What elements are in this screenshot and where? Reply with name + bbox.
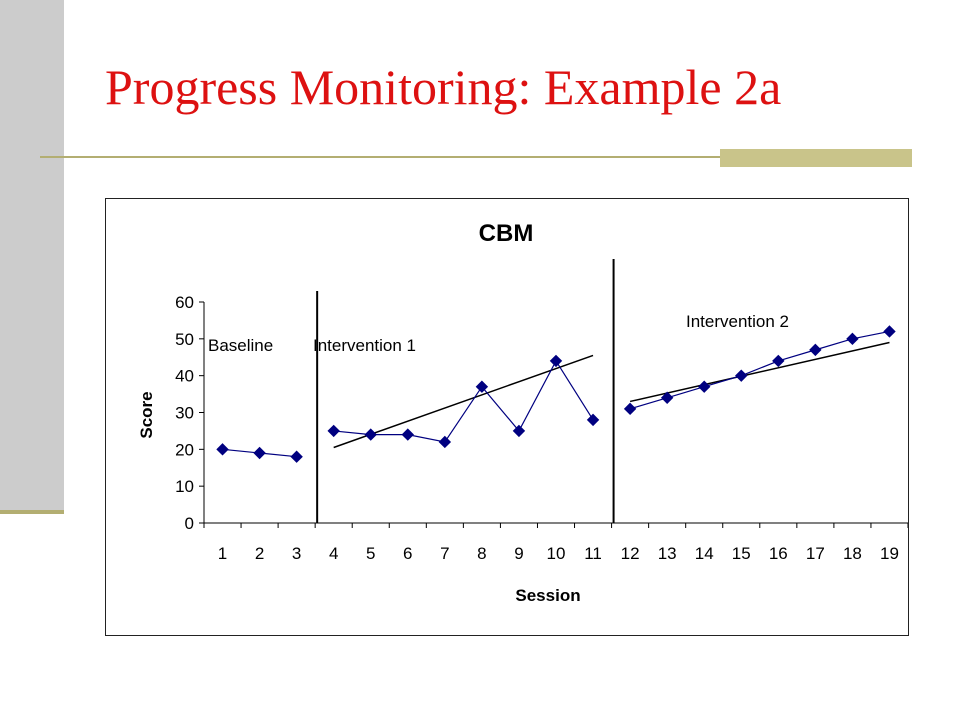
data-point-marker (290, 450, 303, 463)
data-point-marker (438, 435, 452, 449)
title-rule (40, 156, 720, 158)
data-point-marker (253, 446, 266, 460)
y-tick-label: 20 (175, 440, 194, 459)
slide-title: Progress Monitoring: Example 2a (105, 59, 782, 115)
y-tick-label: 40 (175, 367, 194, 386)
y-tick-label: 50 (175, 330, 194, 349)
x-tick-label: 13 (658, 544, 677, 563)
data-point-marker (327, 424, 340, 438)
phase-label: Intervention 1 (313, 336, 416, 355)
phase-label: Baseline (208, 336, 273, 355)
x-tick-label: 7 (440, 544, 449, 563)
decorative-side-bar-foot (0, 510, 64, 514)
x-tick-label: 1 (218, 544, 227, 563)
trend-line (629, 341, 890, 403)
data-point-marker (846, 332, 859, 346)
chart-frame: CBM Score Session 0 10 20 30 40 50 60 1 2 3 4 5 6 7 8 9… (105, 198, 909, 636)
data-point-marker (698, 380, 711, 393)
y-axis-label: Score (137, 391, 156, 438)
series-line (629, 330, 890, 410)
x-tick-label: 15 (732, 544, 751, 563)
data-point-marker (364, 428, 377, 441)
data-point-marker (772, 354, 785, 368)
x-tick-label: 14 (695, 544, 714, 563)
y-tick-label: 30 (175, 404, 194, 423)
x-tick-label: 6 (403, 544, 412, 563)
x-tick-label: 18 (843, 544, 862, 563)
data-point-marker (883, 325, 896, 338)
x-tick-label: 9 (514, 544, 523, 563)
data-point-marker (216, 443, 229, 456)
x-tick-label: 4 (329, 544, 338, 563)
x-tick-label: 5 (366, 544, 375, 563)
chart-title: CBM (479, 220, 534, 247)
data-point-marker (623, 402, 637, 416)
phase-label: Intervention 2 (686, 312, 789, 331)
x-tick-label: 17 (806, 544, 825, 563)
trend-line (333, 354, 594, 449)
x-axis-label: Session (515, 586, 580, 605)
x-tick-label: 16 (769, 544, 788, 563)
x-tick-label: 2 (255, 544, 264, 563)
y-tick-label: 60 (175, 293, 194, 312)
data-point-marker (549, 354, 563, 368)
data-point-marker (660, 391, 674, 404)
x-tick-label: 19 (880, 544, 899, 563)
data-point-marker (401, 428, 414, 441)
data-point-marker (735, 369, 748, 382)
y-tick-label: 10 (175, 477, 194, 496)
data-point-marker (475, 380, 489, 393)
y-tick-label: 0 (185, 514, 194, 533)
x-tick-label: 8 (477, 544, 486, 563)
x-tick-label: 12 (621, 544, 640, 563)
data-point-marker (512, 424, 526, 438)
decorative-side-bar (0, 0, 64, 512)
title-rule-accent (720, 149, 912, 167)
x-tick-label: 10 (547, 544, 566, 563)
data-point-marker (809, 343, 822, 357)
data-point-marker (586, 413, 600, 427)
x-tick-label: 3 (292, 544, 301, 563)
x-tick-label: 11 (584, 544, 602, 563)
